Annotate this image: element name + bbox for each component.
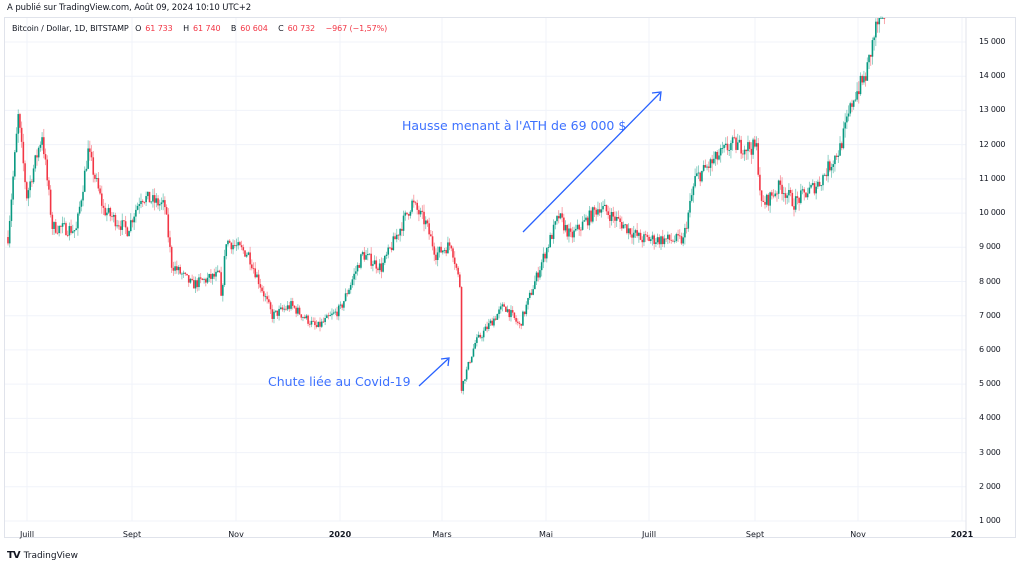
time-tick-label: Mai <box>538 530 554 539</box>
price-tick-label: 7 000 <box>979 310 1001 320</box>
chart-pane[interactable] <box>4 17 1016 538</box>
arrow-head-icon <box>440 357 450 367</box>
price-tick-label: 5 000 <box>979 379 1001 389</box>
price-tick-label: 4 000 <box>979 413 1001 423</box>
time-tick-label: Mars <box>432 530 452 539</box>
price-tick-label: 13 000 <box>979 105 1006 115</box>
time-tick-label: 2020 <box>328 530 352 539</box>
price-tick-label: 11 000 <box>979 173 1006 183</box>
ohlc-close: C 60 732 <box>278 24 316 33</box>
arrow-head-icon <box>651 91 662 102</box>
price-tick-label: 9 000 <box>979 242 1001 252</box>
time-tick-label: 2021 <box>950 530 974 539</box>
brand-name: TradingView <box>23 550 78 561</box>
price-tick-label: 12 000 <box>979 139 1006 149</box>
ohlc-open: O 61 733 <box>135 24 173 33</box>
crash-arrow <box>418 357 450 387</box>
price-tick-label: 8 000 <box>979 276 1001 286</box>
price-change: −967 (−1,57%) <box>325 24 388 33</box>
time-tick-label: Juill <box>19 530 35 539</box>
tradingview-brand[interactable]: TV TradingView <box>7 550 78 561</box>
price-tick-label: 3 000 <box>979 447 1001 457</box>
rise-arrow <box>522 91 662 233</box>
time-tick-label: Sept <box>122 530 142 539</box>
price-tick-label: 6 000 <box>979 344 1001 354</box>
ohlc-high: H 61 740 <box>183 24 221 33</box>
symbol-legend: Bitcoin / Dollar, 1D, BITSTAMP O 61 733 H… <box>12 24 391 33</box>
grid-lines <box>5 18 966 522</box>
symbol-name: Bitcoin / Dollar, 1D, BITSTAMP <box>12 24 129 33</box>
rise-arrow-line <box>522 92 661 233</box>
price-tick-label: 1 000 <box>979 516 1001 525</box>
time-tick-label: Juill <box>641 530 657 539</box>
crash-arrow-line <box>418 358 449 387</box>
price-tick-label: 10 000 <box>979 208 1006 218</box>
price-tick-label: 14 000 <box>979 71 1006 81</box>
candles <box>7 16 886 395</box>
tradingview-logo-icon: TV <box>7 550 21 561</box>
published-info: A publié sur TradingView.com, Août 09, 2… <box>7 3 252 13</box>
ohlc-low: B 60 604 <box>230 24 268 33</box>
crash-annotation: Chute liée au Covid-19 <box>268 374 411 389</box>
time-tick-label: Nov <box>850 530 866 539</box>
time-tick-label: Nov <box>228 530 244 539</box>
rise-annotation: Hausse menant à l'ATH de 69 000 $ <box>402 118 627 133</box>
price-tick-label: 15 000 <box>979 37 1006 46</box>
price-tick-label: 2 000 <box>979 481 1001 491</box>
time-tick-label: Sept <box>745 530 765 539</box>
